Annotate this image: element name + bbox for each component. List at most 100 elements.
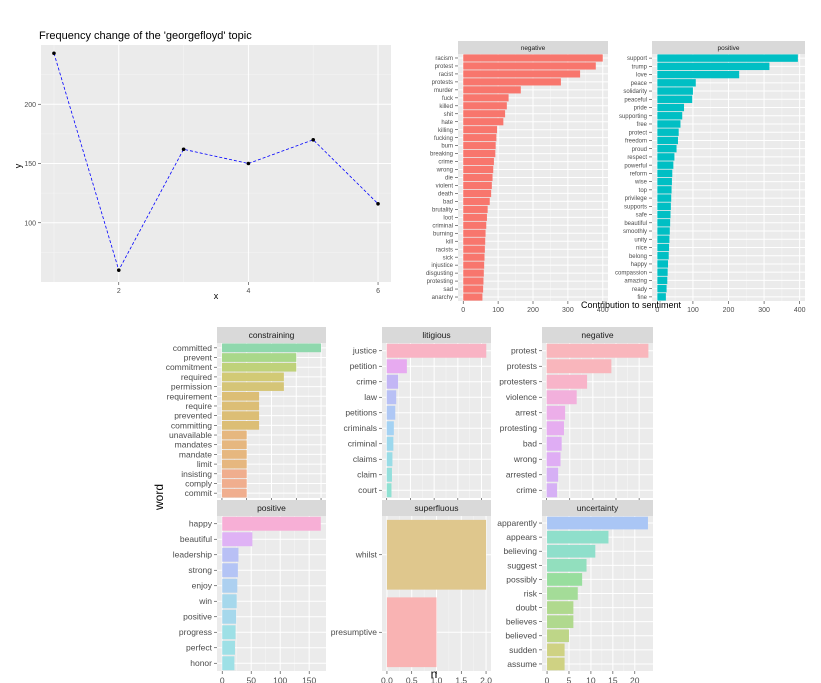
- bar: [386, 343, 487, 358]
- bar: [386, 359, 407, 374]
- bar: [657, 54, 798, 62]
- word-label: violent: [436, 184, 454, 190]
- bar: [386, 483, 392, 498]
- x-tick-label: 300: [562, 307, 574, 314]
- word-label: bum: [441, 144, 453, 150]
- bar: [657, 186, 672, 194]
- x-tick-label: 6: [376, 288, 380, 295]
- x-tick-label: 0.0: [381, 676, 393, 683]
- bar: [221, 382, 284, 391]
- word-label: committed: [173, 343, 212, 353]
- bar: [222, 516, 321, 531]
- bar: [463, 197, 490, 205]
- word-label: wise: [634, 180, 648, 186]
- word-label: justice: [352, 346, 377, 356]
- bar: [463, 78, 561, 86]
- word-label: reform: [630, 171, 647, 177]
- bar: [463, 86, 521, 94]
- strip-background: [458, 41, 608, 54]
- bar: [221, 488, 247, 498]
- strip-background: [217, 500, 326, 516]
- word-label: presumptive: [331, 627, 378, 637]
- bar: [463, 269, 484, 277]
- bar: [657, 95, 693, 103]
- word-label: crime: [516, 485, 537, 495]
- bar: [221, 391, 260, 401]
- bar: [222, 563, 238, 578]
- bar: [657, 144, 677, 153]
- x-tick-label: 20: [630, 676, 640, 683]
- bar: [657, 161, 674, 169]
- loughran-chart: constrainingcommittedpreventcommitmentre…: [152, 327, 653, 683]
- x-tick-label: 300: [758, 307, 770, 314]
- sentiment-chart: negative racism protest racist protests murde…: [426, 41, 806, 314]
- word-label: requirement: [167, 391, 213, 401]
- bar: [657, 112, 683, 120]
- bar: [222, 532, 253, 547]
- bar: [463, 173, 493, 182]
- bar: [657, 235, 670, 243]
- x-tick-label: 0: [220, 676, 225, 683]
- bar: [463, 62, 596, 70]
- bar: [657, 103, 685, 112]
- word-label: permission: [171, 382, 212, 392]
- word-label: killed: [439, 104, 453, 110]
- word-label: loot: [443, 215, 453, 221]
- bar: [657, 194, 672, 202]
- bar: [547, 587, 578, 600]
- bar: [463, 253, 485, 261]
- loughran-panel-superfluous: superfluous whilst presumptive 0.0 0.5 1.0 1.5…: [331, 500, 492, 683]
- word-label: burning: [433, 231, 453, 237]
- bar: [657, 210, 671, 219]
- bar: [222, 578, 238, 593]
- word-label: protests: [507, 361, 537, 371]
- bar: [463, 277, 484, 285]
- bar: [386, 436, 394, 451]
- bar: [657, 227, 670, 235]
- word-label: supporting: [619, 114, 647, 120]
- word-label: sad: [443, 287, 453, 293]
- bar: [463, 70, 581, 78]
- word-label: believing: [503, 546, 537, 556]
- line-chart-title: Frequency change of the 'georgefloyd' to…: [39, 30, 252, 42]
- word-label: happy: [631, 262, 647, 268]
- bar: [463, 134, 497, 142]
- word-label: racism: [435, 56, 453, 62]
- bar: [221, 430, 247, 440]
- bar: [221, 469, 247, 479]
- word-label: comply: [185, 478, 213, 488]
- bar: [657, 62, 770, 71]
- bar: [657, 252, 669, 260]
- bar: [221, 343, 322, 353]
- y-tick-label: 200: [24, 102, 36, 109]
- x-tick-label: 2.0: [480, 676, 492, 683]
- x-tick-label: 1.0: [431, 676, 443, 683]
- bar: [463, 54, 603, 62]
- strip-label: uncertainty: [577, 503, 619, 513]
- word-label: limit: [197, 459, 213, 469]
- bar: [463, 237, 486, 245]
- word-label: ready: [632, 287, 647, 293]
- word-label: trump: [632, 64, 648, 70]
- bar: [657, 177, 672, 186]
- data-point: [181, 147, 186, 152]
- bar: [222, 656, 235, 671]
- x-tick-label: 100: [687, 307, 699, 314]
- bar: [222, 609, 237, 624]
- bar: [546, 467, 559, 482]
- word-label: strong: [188, 565, 212, 575]
- bar: [546, 452, 561, 467]
- word-label: privilege: [625, 196, 648, 202]
- word-label: racists: [436, 247, 453, 253]
- x-tick-label: 200: [527, 307, 539, 314]
- word-label: petitions: [345, 408, 377, 418]
- bar: [221, 353, 297, 362]
- word-label: amazing: [624, 279, 647, 285]
- bar: [546, 390, 577, 405]
- sentiment-x-axis-label: Contribution to sentiment: [581, 300, 682, 310]
- loughran-panel-uncertainty: uncertainty apparently appears believing sug…: [497, 500, 653, 683]
- word-label: respect: [627, 155, 647, 161]
- bar: [657, 136, 678, 145]
- word-label: protest: [435, 64, 454, 70]
